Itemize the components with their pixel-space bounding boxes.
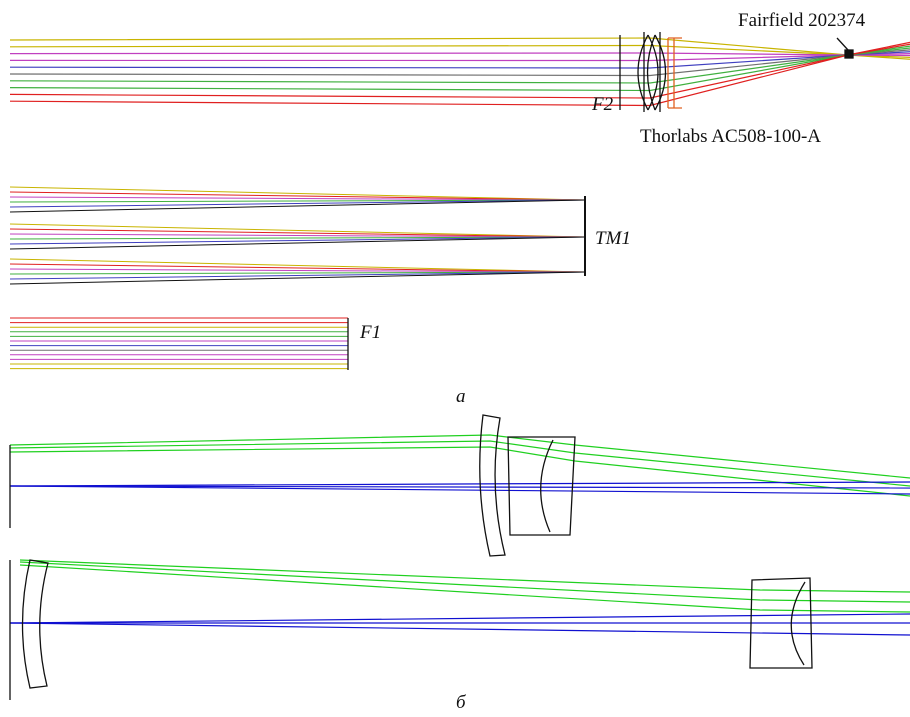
label: TM1 <box>595 228 631 249</box>
ray <box>9 223 586 238</box>
ray <box>9 440 910 487</box>
ray <box>9 236 586 245</box>
ray <box>9 199 586 203</box>
ray <box>9 268 586 273</box>
ray <box>9 37 910 60</box>
ray <box>9 41 910 107</box>
ray <box>9 43 910 99</box>
ray <box>9 485 910 489</box>
ray <box>9 199 586 213</box>
meniscus-lens <box>479 414 506 557</box>
ray <box>9 196 586 201</box>
ray <box>9 228 586 238</box>
caption: а <box>456 386 466 407</box>
ray <box>9 271 586 280</box>
ray <box>9 191 586 201</box>
ray <box>9 434 910 479</box>
ray <box>9 52 910 57</box>
label: Fairfield 202374 <box>738 10 866 31</box>
ray <box>9 263 586 273</box>
caption: б <box>456 692 467 713</box>
ray <box>9 233 586 238</box>
meniscus-lens <box>21 559 49 689</box>
ray <box>9 45 910 92</box>
ray <box>9 236 586 250</box>
ray <box>9 485 910 495</box>
rays <box>9 37 910 636</box>
ray <box>9 47 910 84</box>
ray <box>9 613 910 624</box>
optics <box>9 32 854 700</box>
ray <box>9 271 586 285</box>
ray <box>9 446 910 497</box>
ray <box>9 258 586 273</box>
doublet <box>637 34 667 111</box>
ray <box>19 561 910 603</box>
ray <box>9 49 910 77</box>
ray <box>9 186 586 201</box>
lens-block <box>749 577 813 669</box>
ray <box>19 559 910 593</box>
ray <box>9 44 910 58</box>
ray <box>9 622 910 636</box>
ray <box>9 51 910 69</box>
ray <box>9 199 586 208</box>
fiber <box>844 49 854 59</box>
lens-mount <box>667 37 682 109</box>
ray <box>9 481 910 487</box>
label: Thorlabs AC508-100-A <box>640 126 821 147</box>
ray <box>9 53 910 62</box>
ray <box>9 236 586 240</box>
label: F1 <box>359 322 381 343</box>
ray <box>19 564 910 613</box>
label: F2 <box>591 94 614 115</box>
ray <box>9 271 586 275</box>
pointer <box>836 37 849 51</box>
lens-block <box>507 436 576 536</box>
